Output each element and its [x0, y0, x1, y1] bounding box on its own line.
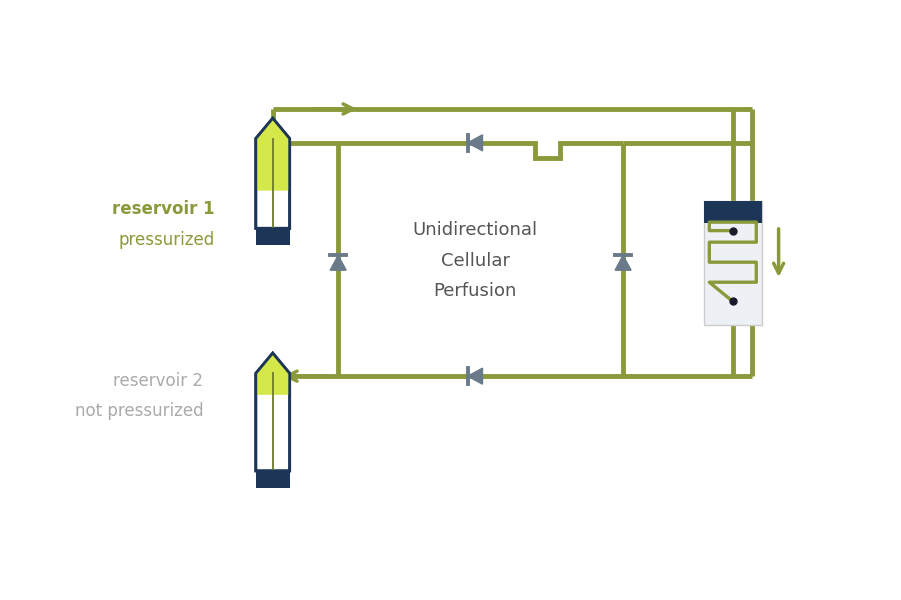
Bar	[704, 202, 761, 223]
Text: reservoir 2: reservoir 2	[114, 372, 204, 390]
Polygon shape	[256, 118, 289, 191]
Polygon shape	[330, 256, 346, 270]
Text: pressurized: pressurized	[119, 230, 215, 248]
Bar	[704, 202, 761, 325]
Text: reservoir 1: reservoir 1	[113, 200, 215, 218]
Polygon shape	[615, 256, 631, 270]
Bar	[256, 229, 289, 245]
Text: Unidirectional
Cellular
Perfusion: Unidirectional Cellular Perfusion	[413, 221, 538, 300]
Polygon shape	[468, 368, 482, 384]
Polygon shape	[256, 118, 289, 229]
Polygon shape	[468, 135, 482, 151]
Bar	[256, 471, 289, 488]
Text: not pressurized: not pressurized	[75, 403, 204, 421]
Polygon shape	[256, 353, 289, 395]
Polygon shape	[256, 353, 289, 471]
